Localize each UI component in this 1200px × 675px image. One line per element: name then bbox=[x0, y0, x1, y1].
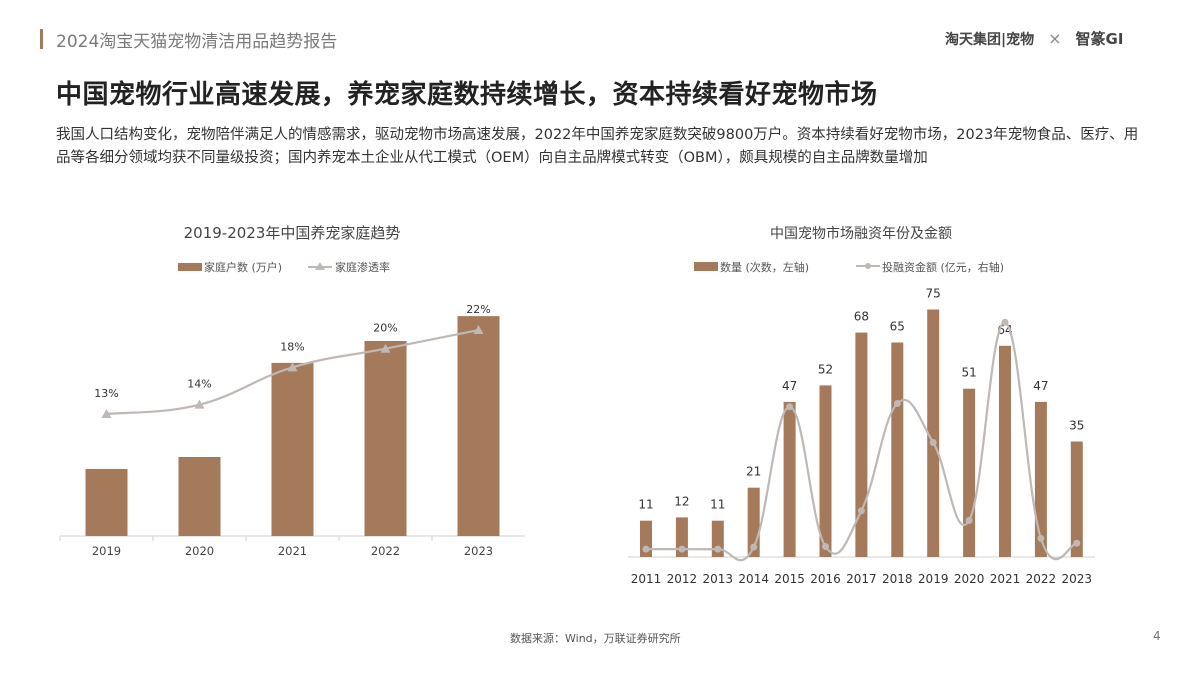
bar-2017 bbox=[855, 332, 868, 557]
circle-marker bbox=[1037, 534, 1045, 542]
legend-circle-icon bbox=[865, 263, 871, 269]
circle-marker bbox=[893, 400, 901, 407]
x-tick-label: 2023 bbox=[1062, 572, 1093, 586]
bar-2023 bbox=[1070, 441, 1083, 557]
data-label: 13% bbox=[94, 387, 118, 400]
data-label: 47 bbox=[1033, 379, 1048, 393]
circle-marker bbox=[750, 543, 758, 551]
circle-marker bbox=[642, 545, 650, 553]
logo-separator: × bbox=[1048, 29, 1062, 48]
legend-line-label: 投融资金额 (亿元，右轴) bbox=[882, 260, 1004, 274]
circle-marker bbox=[929, 439, 937, 446]
legend-bar-swatch bbox=[694, 262, 718, 271]
x-tick-label: 2014 bbox=[738, 572, 769, 586]
x-tick-label: 2017 bbox=[846, 572, 877, 586]
data-label: 65 bbox=[890, 320, 905, 334]
bar-2023 bbox=[457, 316, 500, 536]
x-tick-label: 2022 bbox=[371, 544, 400, 558]
bar-2019 bbox=[85, 468, 128, 536]
logos: 淘天集团|宠物 × 智篆GI bbox=[945, 28, 1123, 49]
bar-2021 bbox=[271, 362, 314, 536]
x-tick-label: 2020 bbox=[185, 544, 214, 558]
data-label: 21 bbox=[746, 465, 761, 479]
bar-2021 bbox=[999, 345, 1011, 557]
bar-2016 bbox=[819, 385, 832, 557]
bar-2020 bbox=[178, 457, 221, 536]
chart-title: 中国宠物市场融资年份及金额 bbox=[770, 225, 952, 242]
zhizhuan-logo: 智篆GI bbox=[1075, 30, 1124, 48]
data-label: 75 bbox=[926, 287, 941, 301]
bar-2019 bbox=[927, 309, 940, 557]
chart-title: 2019-2023年中国养宠家庭趋势 bbox=[184, 224, 401, 242]
data-label: 12 bbox=[674, 494, 689, 508]
bar-2012 bbox=[675, 517, 688, 557]
data-label: 52 bbox=[818, 362, 833, 376]
circle-marker bbox=[1001, 318, 1009, 326]
x-tick-label: 2020 bbox=[954, 572, 985, 586]
bar-2022 bbox=[1034, 401, 1047, 557]
header-accent-bar bbox=[40, 29, 43, 49]
data-label: 14% bbox=[187, 378, 211, 391]
legend-triangle-icon bbox=[315, 262, 325, 270]
circle-marker bbox=[678, 545, 686, 553]
data-label: 68 bbox=[854, 310, 869, 324]
triangle-marker bbox=[194, 399, 205, 409]
x-tick-label: 2021 bbox=[990, 572, 1021, 586]
circle-marker bbox=[786, 403, 794, 411]
data-label: 11 bbox=[710, 498, 725, 512]
bar-2015 bbox=[783, 401, 796, 557]
bar-2018 bbox=[891, 342, 904, 557]
page-title: 中国宠物行业高速发展，养宠家庭数持续增长，资本持续看好宠物市场 bbox=[56, 80, 878, 110]
x-tick-label: 2021 bbox=[278, 544, 307, 558]
circle-marker bbox=[965, 517, 973, 524]
triangle-marker bbox=[287, 362, 298, 372]
circle-marker bbox=[857, 507, 865, 515]
circle-marker bbox=[1073, 539, 1081, 547]
data-label: 11 bbox=[638, 498, 653, 512]
triangle-marker bbox=[473, 325, 484, 335]
x-tick-label: 2023 bbox=[464, 544, 493, 558]
data-label: 22% bbox=[466, 303, 490, 316]
taotian-logo: 淘天集团|宠物 bbox=[945, 31, 1035, 48]
x-tick-label: 2012 bbox=[667, 572, 698, 586]
legend-bar-label: 数量 (次数，左轴) bbox=[720, 260, 809, 274]
x-tick-label: 2016 bbox=[810, 572, 841, 586]
funding-amount-line bbox=[646, 321, 1078, 562]
x-tick-label: 2019 bbox=[92, 544, 121, 558]
data-label: 35 bbox=[1069, 419, 1084, 433]
data-label: 18% bbox=[280, 340, 304, 353]
x-tick-label: 2022 bbox=[1026, 572, 1057, 586]
data-label: 51 bbox=[961, 366, 976, 380]
triangle-marker bbox=[101, 409, 112, 418]
x-tick-label: 2015 bbox=[774, 572, 805, 586]
circle-marker bbox=[714, 545, 722, 553]
legend-bar-label: 家庭户数 (万户) bbox=[204, 260, 282, 274]
circle-marker bbox=[822, 543, 829, 550]
bar-2022 bbox=[364, 341, 407, 536]
data-label: 47 bbox=[782, 379, 797, 393]
x-tick-label: 2018 bbox=[882, 572, 913, 586]
body-text: 我国人口结构变化，宠物陪伴满足人的情感需求，驱动宠物市场高速发展，2022年中国… bbox=[56, 127, 1139, 166]
x-tick-label: 2019 bbox=[918, 572, 949, 586]
x-tick-label: 2013 bbox=[703, 572, 734, 586]
report-title: 2024淘宝天猫宠物清洁用品趋势报告 bbox=[56, 32, 338, 52]
page-number: 4 bbox=[1153, 629, 1161, 643]
bar-2020 bbox=[963, 388, 976, 557]
data-label: 20% bbox=[373, 322, 397, 335]
triangle-marker bbox=[380, 343, 391, 353]
data-source: 数据来源：Wind，万联证券研究所 bbox=[510, 632, 681, 645]
legend-line-label: 家庭渗透率 bbox=[335, 260, 390, 274]
x-tick-label: 2011 bbox=[631, 572, 662, 586]
legend-bar-swatch bbox=[178, 263, 202, 271]
